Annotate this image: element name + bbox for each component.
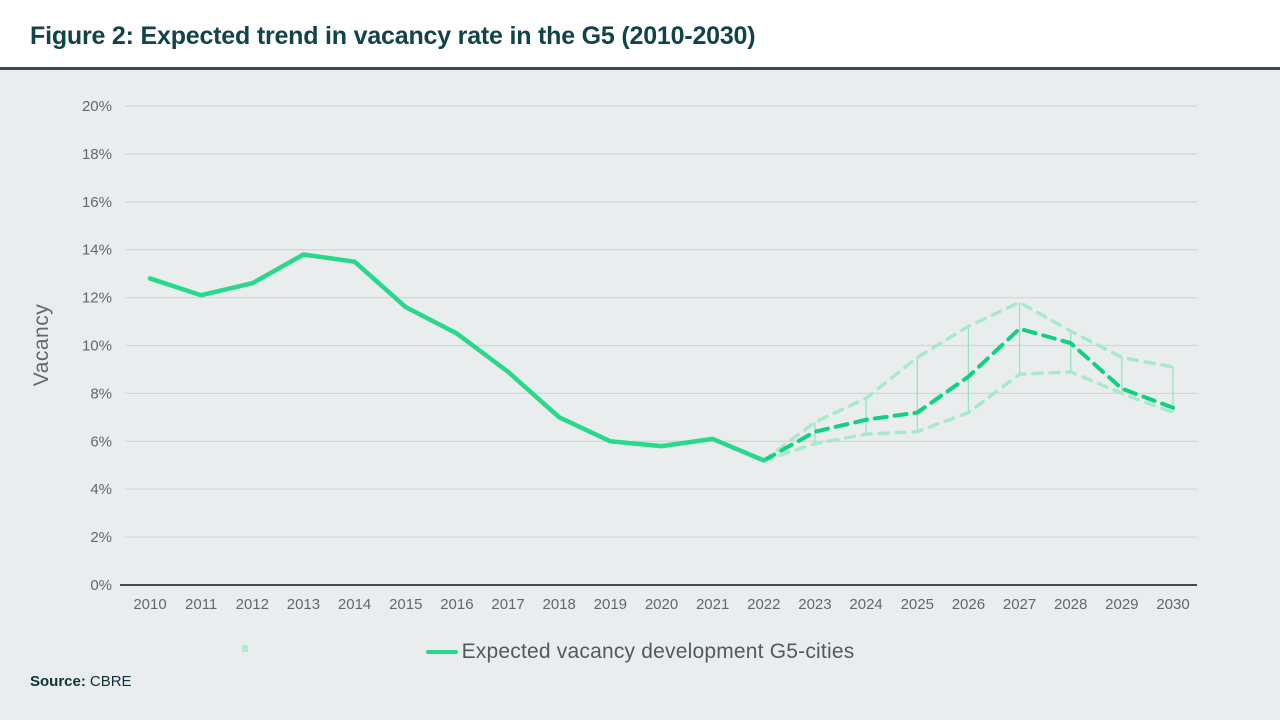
chart-panel	[0, 70, 1280, 720]
x-axis-tick-label: 2027	[1003, 596, 1036, 613]
legend-label: Expected vacancy development G5-cities	[461, 640, 855, 663]
y-axis-title: Vacancy	[30, 304, 53, 387]
x-axis-tick-label: 2020	[645, 596, 678, 613]
legend-line-swatch	[425, 650, 458, 654]
y-axis-tick-label: 8%	[90, 385, 112, 402]
x-axis-tick-label: 2014	[338, 596, 371, 613]
x-axis-tick-label: 2026	[952, 596, 985, 613]
forecast-upper-band-line	[762, 300, 1175, 463]
x-axis-tick-label: 2023	[798, 596, 831, 613]
x-axis-tick-label: 2016	[440, 596, 473, 613]
source-line: Source: CBRE	[30, 673, 132, 690]
x-axis-tick-label: 2018	[543, 596, 576, 613]
y-axis-tick-label: 0%	[90, 577, 112, 594]
x-axis-tick-label: 2028	[1054, 596, 1087, 613]
x-axis-tick-label: 2013	[287, 596, 320, 613]
y-axis-tick-label: 6%	[90, 433, 112, 450]
y-axis-tick-label: 4%	[90, 481, 112, 498]
y-axis-tick-label: 20%	[82, 98, 112, 115]
title-divider	[0, 67, 1280, 70]
x-axis-tick-label: 2022	[747, 596, 780, 613]
x-axis-tick-label: 2010	[133, 596, 166, 613]
x-axis-tick-label: 2025	[901, 596, 934, 613]
x-axis-tick-label: 2024	[849, 596, 882, 613]
chart-legend: Expected vacancy development G5-cities	[0, 638, 1280, 666]
x-axis-tick-label: 2011	[185, 596, 217, 613]
x-axis-tick-label: 2030	[1156, 596, 1189, 613]
x-axis-tick-label: 2019	[594, 596, 627, 613]
y-axis-tick-label: 16%	[82, 194, 112, 211]
y-axis-tick-label: 18%	[82, 146, 112, 163]
historical-line	[147, 252, 767, 463]
x-axis-tick-label: 2021	[696, 596, 729, 613]
figure-title: Figure 2: Expected trend in vacancy rate…	[30, 22, 756, 50]
x-axis-tick-label: 2012	[236, 596, 269, 613]
y-axis-tick-label: 2%	[90, 529, 112, 546]
x-axis-tick-label: 2029	[1105, 596, 1138, 613]
y-axis-tick-label: 10%	[82, 338, 112, 355]
x-axis-tick-label: 2017	[491, 596, 524, 613]
forecast-lower-band-line	[762, 370, 1175, 463]
y-axis-tick-label: 12%	[82, 290, 112, 307]
forecast-central-line	[761, 326, 1175, 463]
x-axis-tick-label: 2015	[389, 596, 422, 613]
band-legend-dot	[242, 645, 248, 652]
source-label: Source:	[30, 673, 86, 690]
source-value: CBRE	[89, 673, 132, 690]
y-axis-tick-label: 14%	[82, 242, 112, 259]
